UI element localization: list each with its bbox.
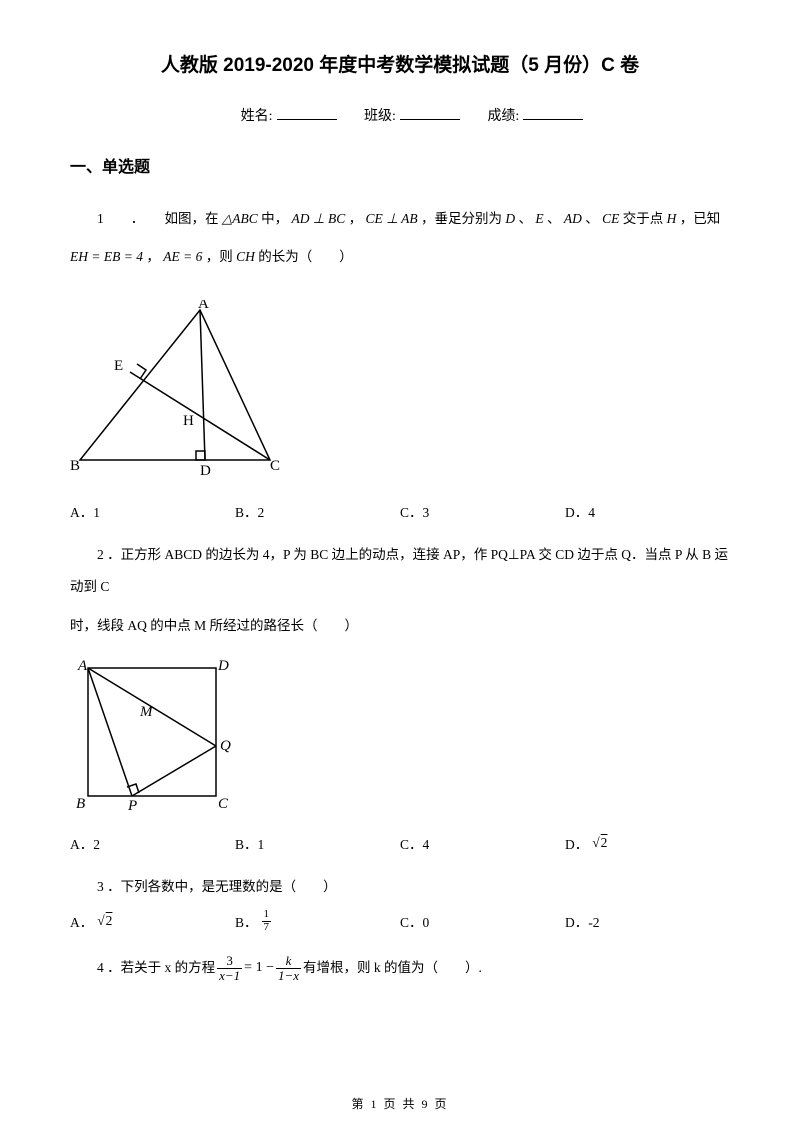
q1-num: 1 ． 如图，在 (97, 211, 219, 226)
q2-opt-a[interactable]: A．2 (70, 833, 235, 853)
q1-l2c: 的长为（ ） (258, 249, 353, 264)
fig2-Q: Q (220, 738, 231, 754)
q4-post: 有增根，则 k 的值为（ ）. (303, 952, 482, 984)
q2-options: A．2 B．1 C．4 D． √2 (70, 833, 730, 853)
q1-figure: A B C D E H (70, 300, 300, 480)
q3-text: 3 ．下列各数中，是无理数的是（ ） (70, 871, 730, 903)
q2-figure: A B C D P Q M (70, 656, 240, 814)
q1-line2: EH = EB = 4 ， AE = 6 ，则 CH 的长为（ ） (70, 241, 730, 273)
q3-opt-b-pre: B． (235, 911, 258, 931)
sqrt-icon: √2 (592, 835, 607, 851)
page-footer: 第 1 页 共 9 页 (0, 1095, 800, 1112)
fig2-M: M (139, 704, 154, 720)
q3-options: A． √2 B． 1 7 C．0 D．-2 (70, 909, 730, 933)
header-fields: 姓名: 班级: 成绩: (70, 105, 730, 125)
q1-CH: CH (236, 249, 255, 264)
class-label: 班级: (364, 109, 396, 124)
q1-opt-d[interactable]: D．4 (565, 501, 730, 521)
q1-H: H (667, 211, 677, 226)
fig2-A: A (77, 658, 88, 674)
fig-label-B: B (70, 458, 80, 474)
fig-label-A: A (198, 300, 209, 312)
name-blank[interactable] (277, 106, 337, 120)
score-blank[interactable] (523, 106, 583, 120)
q1-CE: CE (602, 211, 619, 226)
q1-eq2: AE = 6 (163, 249, 202, 264)
q1-l2b: ，则 (206, 249, 233, 264)
q1-t-d: 、 (518, 211, 532, 226)
class-blank[interactable] (400, 106, 460, 120)
q4-mid: = 1 − (244, 951, 274, 985)
q4-text: 4 ．若关于 x 的方程 3 x−1 = 1 − k 1−x 有增根，则 k 的… (70, 951, 730, 985)
sqrt-icon: √2 (97, 913, 112, 929)
fig2-P: P (127, 798, 137, 814)
q1-perp1: AD ⊥ BC (292, 211, 346, 226)
q2-opt-d-pre: D． (565, 833, 588, 853)
q2-opt-c[interactable]: C．4 (400, 833, 565, 853)
q1-t-a: 中， (261, 211, 288, 226)
q4-frac2: k 1−x (276, 954, 301, 982)
fig2-C: C (218, 796, 229, 812)
fig-label-D: D (200, 463, 211, 479)
fig-label-H: H (183, 413, 194, 429)
q1-AD: AD (564, 211, 582, 226)
q1-options: A．1 B．2 C．3 D．4 (70, 501, 730, 521)
q2-line2: 时，线段 AQ 的中点 M 所经过的路径长（ ） (70, 610, 730, 642)
q1-t-g: 交于点 (623, 211, 664, 226)
q1-line1: 1 ． 如图，在 △ABC 中， AD ⊥ BC ， CE ⊥ AB ，垂足分别… (70, 203, 730, 235)
q2-opt-b[interactable]: B．1 (235, 833, 400, 853)
section-heading: 一、单选题 (70, 153, 730, 177)
name-label: 姓名: (241, 109, 273, 124)
q1-l2a: ， (146, 249, 160, 264)
fig2-D: D (217, 658, 229, 674)
fig-label-E: E (114, 358, 123, 374)
q1-E: E (535, 211, 543, 226)
q4-frac1: 3 x−1 (217, 954, 242, 982)
fraction-icon: 1 7 (262, 909, 272, 933)
q2-opt-d[interactable]: D． √2 (565, 833, 730, 853)
q1-t-c: ，垂足分别为 (421, 211, 502, 226)
q3-opt-c[interactable]: C．0 (400, 911, 565, 931)
q1-perp2: CE ⊥ AB (366, 211, 418, 226)
q4-pre: 4 ．若关于 x 的方程 (97, 952, 215, 984)
q1-eq1: EH = EB = 4 (70, 249, 143, 264)
q1-t-b: ， (349, 211, 363, 226)
q1-opt-c[interactable]: C．3 (400, 501, 565, 521)
page-title: 人教版 2019-2020 年度中考数学模拟试题（5 月份）C 卷 (70, 50, 730, 77)
q3-opt-d[interactable]: D．-2 (565, 911, 730, 931)
q3-opt-a[interactable]: A． √2 (70, 911, 235, 931)
q1-opt-a[interactable]: A．1 (70, 501, 235, 521)
fig2-B: B (76, 796, 85, 812)
score-label: 成绩: (487, 109, 519, 124)
q1-t-f: 、 (585, 211, 599, 226)
q1-D: D (505, 211, 515, 226)
q1-t-h: ，已知 (680, 211, 721, 226)
q1-opt-b[interactable]: B．2 (235, 501, 400, 521)
q1-tri: △ABC (222, 211, 258, 226)
q3-opt-a-pre: A． (70, 911, 93, 931)
fig-label-C: C (270, 458, 280, 474)
q2-line1: 2 ．正方形 ABCD 的边长为 4，P 为 BC 边上的动点，连接 AP，作 … (70, 539, 730, 604)
q1-t-e: 、 (547, 211, 561, 226)
q3-opt-b[interactable]: B． 1 7 (235, 909, 400, 933)
